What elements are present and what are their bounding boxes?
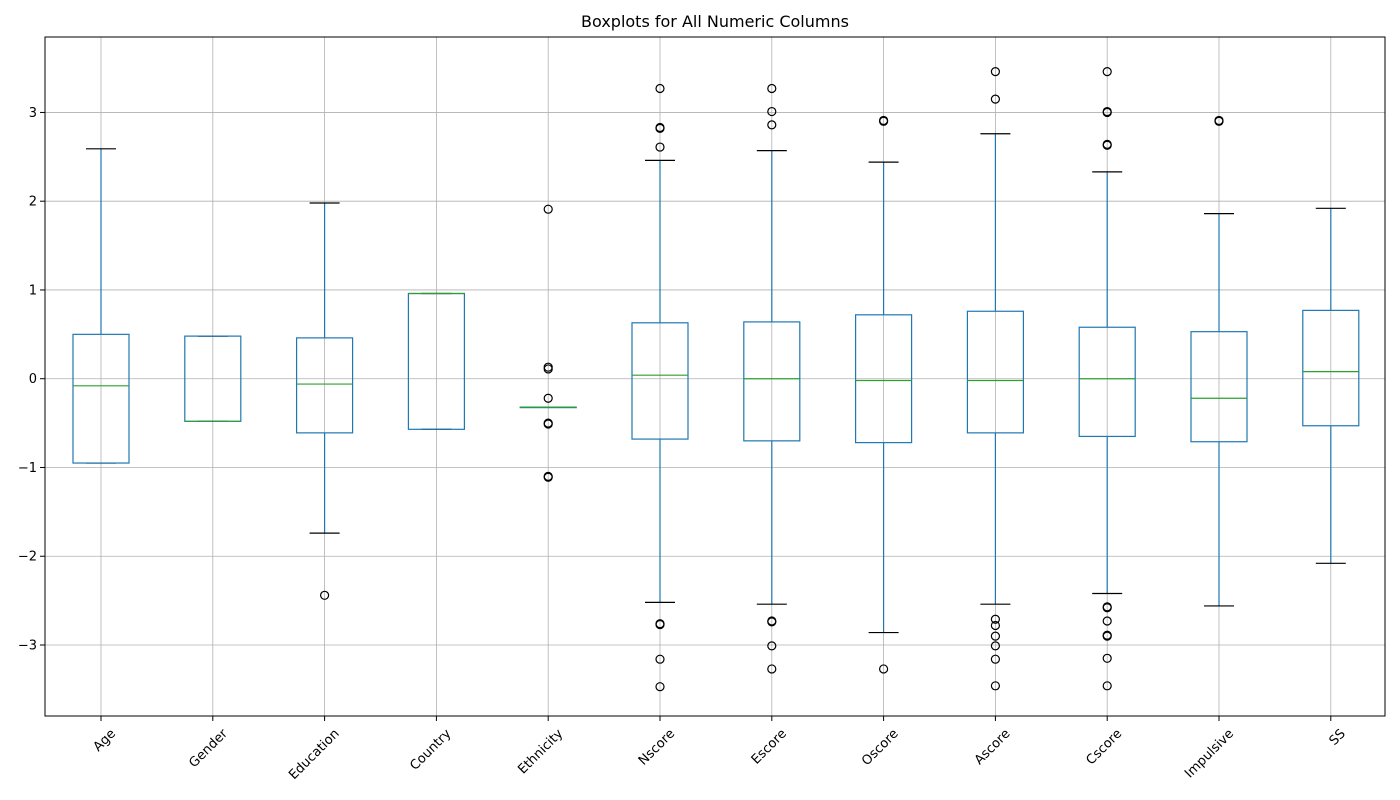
outlier-point [655, 123, 665, 134]
outlier-point [767, 617, 777, 627]
outlier-point [655, 619, 665, 630]
outlier-point [543, 364, 553, 374]
x-tick-label: Oscore [859, 726, 902, 769]
axes-frame [44, 36, 1386, 717]
outlier-point [767, 664, 777, 674]
outlier-point [990, 641, 1001, 651]
outlier-point [320, 590, 330, 600]
outlier-point [543, 419, 553, 429]
y-tick-label: −2 [18, 550, 37, 565]
outlier-point [990, 614, 1001, 624]
x-tick-label: Age [91, 726, 119, 754]
outlier-point [767, 641, 777, 651]
x-tick-label: SS [1327, 726, 1349, 748]
box-escore [743, 321, 801, 442]
y-tick-label: 3 [29, 106, 37, 121]
box-ascore [966, 310, 1025, 434]
outlier-point [1102, 67, 1112, 77]
outlier-point [767, 83, 777, 94]
x-tick-label: Impulsive [1182, 726, 1237, 781]
outlier-point [767, 106, 777, 117]
outlier-point [878, 115, 889, 126]
x-tick-label: Ascore [972, 726, 1014, 768]
outlier-point [543, 471, 553, 481]
box-ss [1302, 309, 1360, 427]
outlier-point [1102, 616, 1112, 626]
y-tick-label: 1 [29, 283, 37, 298]
outlier-point [1102, 139, 1112, 149]
y-tick-label: 2 [29, 195, 37, 210]
x-tick-label: Education [286, 726, 342, 782]
outlier-point [1102, 603, 1112, 613]
outlier-point [990, 681, 1001, 691]
outlier-point [990, 620, 1001, 631]
x-tick-label: Ethnicity [515, 726, 566, 777]
box-education [296, 337, 354, 434]
x-tick-label: Nscore [636, 726, 678, 768]
box-oscore [854, 314, 913, 444]
box-nscore [631, 322, 689, 440]
outlier-point [1102, 681, 1112, 691]
x-tick-label: Escore [749, 726, 790, 767]
outlier-point [1102, 630, 1112, 640]
chart-title: Boxplots for All Numeric Columns [581, 12, 849, 31]
outlier-point [655, 142, 665, 152]
outlier-point [655, 83, 665, 94]
outlier-point [655, 682, 665, 692]
y-tick-label: 0 [29, 372, 37, 387]
y-tick-label: −1 [18, 461, 37, 476]
outlier-point [1102, 653, 1112, 663]
outlier-point [767, 120, 777, 130]
outlier-point [1214, 115, 1224, 126]
outlier-point [543, 204, 553, 214]
outlier-point [990, 654, 1001, 664]
outlier-point [1102, 107, 1112, 118]
outlier-point [990, 67, 1001, 77]
x-tick-label: Cscore [1084, 726, 1126, 768]
box-cscore [1078, 326, 1136, 438]
outlier-point [990, 94, 1001, 104]
box-impulsive [1190, 331, 1248, 443]
outlier-point [878, 664, 889, 674]
box-age [72, 333, 130, 464]
y-tick-label: −3 [18, 638, 37, 653]
outlier-point [655, 654, 665, 664]
outlier-point [543, 393, 553, 403]
outlier-point [990, 631, 1001, 641]
x-tick-label: Gender [186, 726, 231, 771]
x-tick-label: Country [407, 726, 454, 773]
